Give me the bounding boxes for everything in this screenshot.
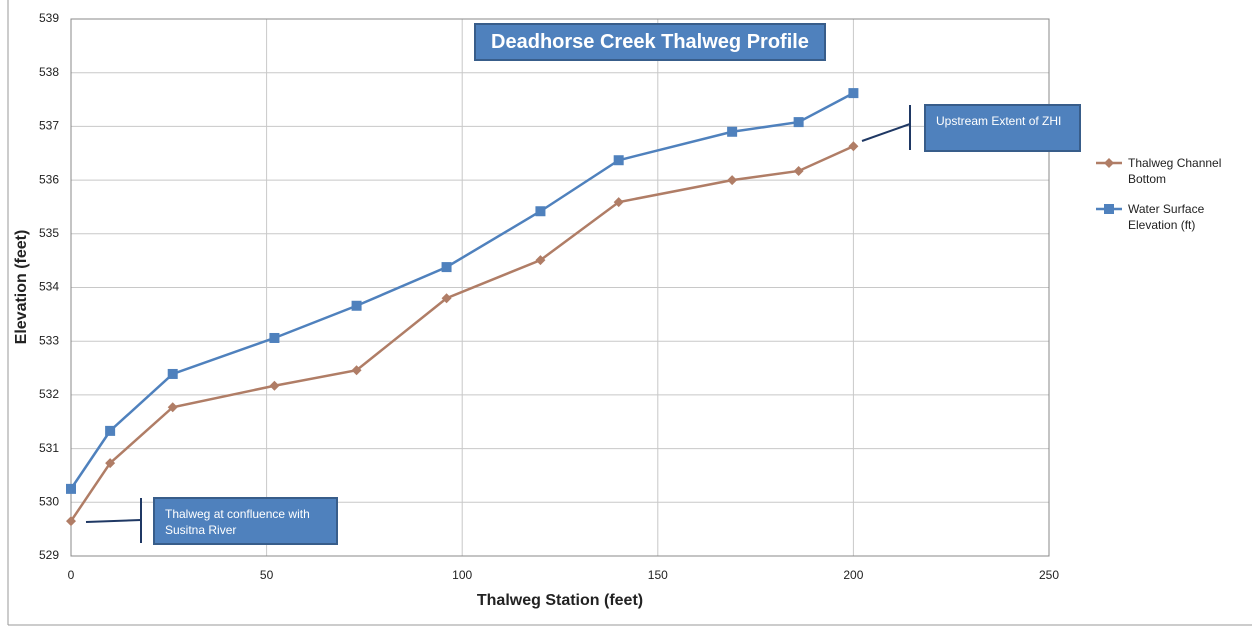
marker xyxy=(613,197,624,208)
marker xyxy=(1104,158,1114,168)
annotation: Thalweg at confluence with Susitna River xyxy=(153,497,338,545)
x-tick-label: 150 xyxy=(648,568,668,582)
marker xyxy=(727,126,738,137)
marker xyxy=(105,425,116,436)
y-tick-label: 539 xyxy=(39,11,59,25)
y-tick-label: 535 xyxy=(39,226,59,240)
marker xyxy=(1104,204,1114,214)
y-tick-label: 530 xyxy=(39,494,59,508)
marker xyxy=(269,380,280,391)
marker xyxy=(793,165,804,176)
y-tick-label: 529 xyxy=(39,548,59,562)
y-tick-label: 532 xyxy=(39,387,59,401)
marker xyxy=(848,88,859,99)
x-tick-label: 250 xyxy=(1039,568,1059,582)
legend-swatch xyxy=(1096,158,1122,168)
x-tick-label: 0 xyxy=(68,568,75,582)
marker xyxy=(351,300,362,311)
marker xyxy=(167,402,178,413)
marker xyxy=(535,206,546,217)
y-tick-label: 531 xyxy=(39,441,59,455)
marker xyxy=(66,516,76,527)
legend-label: Thalweg Channel Bottom xyxy=(1128,156,1222,186)
marker xyxy=(66,483,76,494)
callout-line xyxy=(85,519,142,523)
chart-title: Deadhorse Creek Thalweg Profile xyxy=(474,23,826,61)
annotation: Upstream Extent of ZHI xyxy=(924,104,1081,152)
y-tick-label: 534 xyxy=(39,280,59,294)
x-axis-title: Thalweg Station (feet) xyxy=(477,592,643,609)
marker xyxy=(105,458,116,469)
marker xyxy=(441,262,452,273)
x-tick-label: 100 xyxy=(452,568,472,582)
y-tick-label: 538 xyxy=(39,65,59,79)
legend-swatch xyxy=(1096,204,1122,214)
marker xyxy=(848,141,859,152)
y-tick-label: 537 xyxy=(39,119,59,133)
marker xyxy=(535,255,546,266)
x-tick-label: 200 xyxy=(843,568,863,582)
x-tick-label: 50 xyxy=(260,568,274,582)
marker xyxy=(793,117,804,128)
plot-frame xyxy=(70,18,1050,557)
y-tick-label: 536 xyxy=(39,172,59,186)
marker xyxy=(727,175,738,186)
legend-label: Water Surface Elevation (ft) xyxy=(1128,202,1205,232)
marker xyxy=(441,293,452,304)
series-layer xyxy=(66,88,859,527)
marker xyxy=(351,365,362,376)
y-axis-title: Elevation (feet) xyxy=(13,230,30,345)
marker xyxy=(613,155,624,166)
marker xyxy=(269,332,280,343)
marker xyxy=(167,368,178,379)
y-tick-label: 533 xyxy=(39,333,59,347)
callout-line xyxy=(861,123,911,142)
